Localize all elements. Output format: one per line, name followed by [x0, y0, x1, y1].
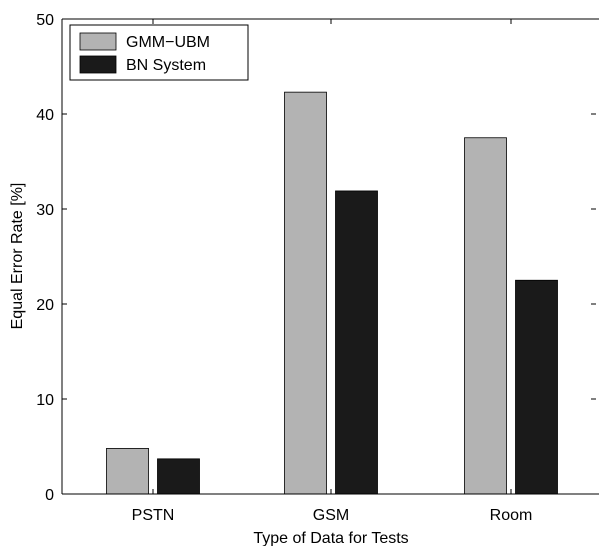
y-tick-label: 50	[36, 12, 54, 29]
x-tick-label-gsm: GSM	[313, 507, 349, 524]
plot-area	[62, 19, 599, 494]
bar-bn-system-gsm	[335, 190, 378, 495]
y-tick-label: 20	[36, 297, 54, 314]
bar-gmm-ubm-room	[464, 137, 507, 495]
legend-label-bn-system: BN System	[126, 57, 206, 74]
bars-group	[106, 91, 558, 495]
bar-gmm-ubm-pstn	[106, 447, 149, 495]
y-tick-label: 30	[36, 202, 54, 219]
x-tick-label-pstn: PSTN	[132, 507, 175, 524]
legend: GMM−UBM BN System	[69, 24, 249, 81]
legend-label-gmm-ubm: GMM−UBM	[126, 34, 210, 51]
x-axis-label: Type of Data for Tests	[253, 530, 408, 546]
y-axis-label: Equal Error Rate [%]	[9, 183, 26, 330]
bar-gmm-ubm-gsm	[284, 91, 327, 495]
x-tick-label-room: Room	[490, 507, 533, 524]
bar-bn-system-pstn	[157, 458, 200, 495]
legend-swatch-gmm-ubm	[79, 32, 117, 51]
bar-bn-system-room	[515, 279, 558, 495]
y-tick-label: 0	[45, 487, 54, 504]
y-tick-label: 40	[36, 107, 54, 124]
axes-group: 0 10 20 30 40 50 PSTN GSM Room	[36, 12, 599, 524]
y-tick-label: 10	[36, 392, 54, 409]
legend-swatch-bn-system	[79, 55, 117, 74]
